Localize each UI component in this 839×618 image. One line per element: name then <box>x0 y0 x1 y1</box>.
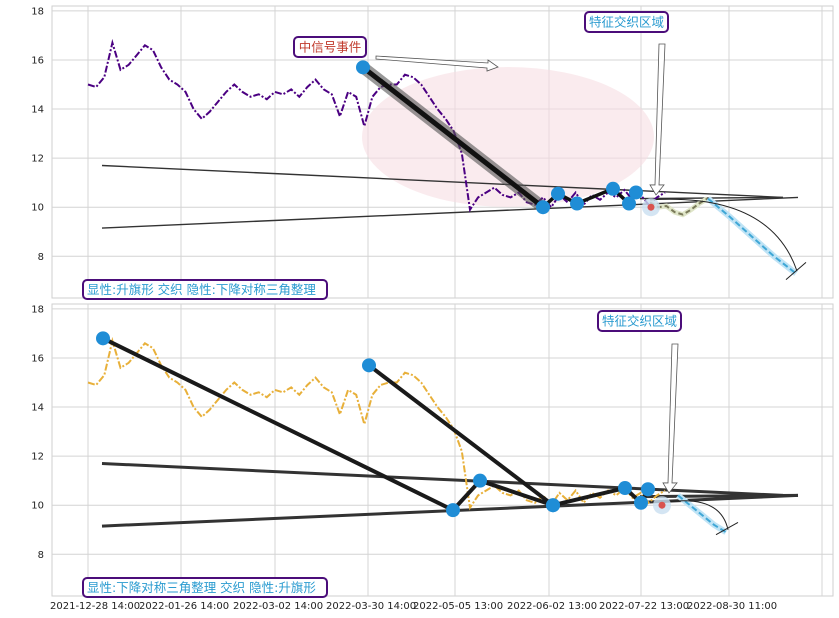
x-tick-label: 2021-12-28 14:00 <box>50 601 140 612</box>
y-tick-label: 14 <box>31 403 44 414</box>
pattern-point-marker <box>606 181 620 196</box>
projection-arc <box>649 198 798 272</box>
zone-label: 特征交织区域 <box>589 15 664 30</box>
pattern-point-marker <box>570 196 584 211</box>
y-tick-label: 16 <box>31 353 44 364</box>
pattern-line <box>479 478 554 508</box>
triangle-upper-line <box>101 164 784 199</box>
zone-label: 特征交织区域 <box>602 314 677 329</box>
projection-end-cap <box>715 521 739 536</box>
pattern-line <box>367 363 555 507</box>
target-point <box>647 203 655 211</box>
pattern-point-marker <box>551 186 565 201</box>
y-tick-label: 14 <box>31 105 44 116</box>
target-point <box>658 501 666 509</box>
x-tick-label: 2022-07-22 13:00 <box>599 601 689 612</box>
pattern-point-marker <box>446 503 460 518</box>
pattern-caption: 显性:升旗形 交织 隐性:下降对称三角整理 <box>87 282 316 297</box>
pattern-line <box>102 336 454 512</box>
event-label: 中信号事件 <box>299 40 362 55</box>
zone-label-box <box>584 11 669 33</box>
pattern-line <box>361 65 545 210</box>
pattern-point-marker <box>473 473 487 488</box>
y-tick-label: 10 <box>31 501 44 512</box>
x-tick-label: 2022-05-05 13:00 <box>413 601 503 612</box>
x-tick-label: 2022-03-02 14:00 <box>233 601 323 612</box>
pattern-point-marker <box>622 196 636 211</box>
y-tick-label: 8 <box>38 252 44 263</box>
pattern-point-marker <box>629 185 643 200</box>
event-label-box <box>293 36 367 58</box>
zone-arrow <box>662 343 679 494</box>
projection-end-cap <box>785 262 807 280</box>
zone-arrow <box>649 43 666 196</box>
x-tick-label: 2022-01-26 14:00 <box>139 601 229 612</box>
y-tick-label: 8 <box>38 550 44 561</box>
chart-panel-bottom <box>51 303 834 598</box>
pattern-point-marker <box>618 481 632 496</box>
pattern-point-marker <box>536 200 550 215</box>
x-tick-label: 2022-08-30 11:00 <box>687 601 777 612</box>
event-arrow <box>375 55 499 72</box>
chart-panel-top <box>51 5 834 300</box>
y-tick-label: 10 <box>31 203 44 214</box>
pattern-point-marker <box>356 60 370 75</box>
projection-series-2 <box>707 197 797 275</box>
y-tick-label: 18 <box>31 6 44 17</box>
pattern-point-marker <box>96 331 110 346</box>
pattern-line <box>552 486 626 508</box>
pattern-point-marker <box>362 358 376 373</box>
pattern-caption: 显性:下降对称三角整理 交织 隐性:升旗形 <box>87 580 316 595</box>
zone-label-box <box>597 310 682 332</box>
x-tick-label: 2022-03-30 14:00 <box>326 601 416 612</box>
pattern-point-marker <box>546 498 560 513</box>
plot-area <box>51 303 834 597</box>
triangle-apex-line <box>639 493 799 499</box>
highlight-zone <box>362 67 654 207</box>
price-series-line <box>87 336 666 511</box>
y-tick-label: 12 <box>31 154 44 165</box>
y-tick-label: 12 <box>31 452 44 463</box>
projection-series-1 <box>677 494 727 534</box>
y-tick-label: 16 <box>31 55 44 66</box>
caption-box <box>82 577 328 598</box>
x-tick-label: 2022-06-02 13:00 <box>507 601 597 612</box>
pattern-point-marker <box>641 482 655 497</box>
y-tick-label: 18 <box>31 304 44 315</box>
pattern-point-marker <box>634 495 648 510</box>
triangle-lower-line <box>101 196 799 229</box>
projection-arc <box>661 500 729 530</box>
caption-box <box>82 279 328 300</box>
